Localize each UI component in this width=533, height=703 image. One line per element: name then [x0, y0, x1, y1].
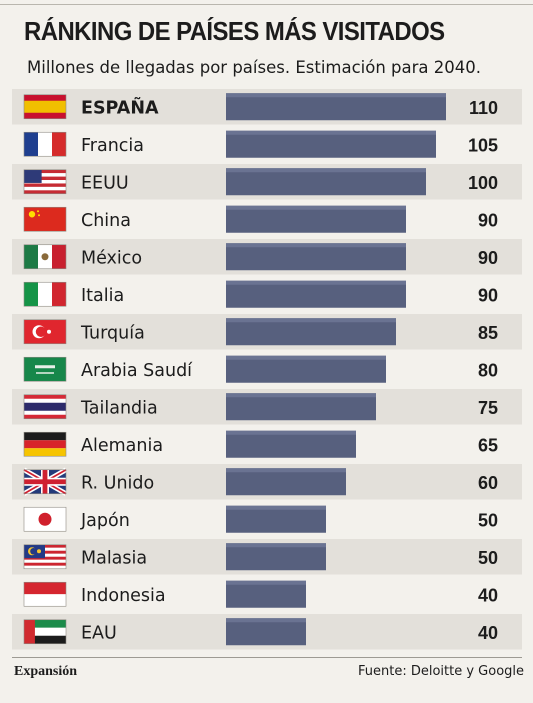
bar-highlight: [226, 130, 436, 135]
uk-flag-icon: [22, 467, 68, 496]
chart-row: ESPAÑA 110: [12, 89, 522, 125]
thailand-flag-icon: [23, 394, 67, 420]
source-note: Fuente: Deloitte y Google: [358, 664, 525, 679]
bar: [226, 168, 426, 196]
chart-row: Alemania 65: [23, 430, 498, 458]
turkey-flag-icon: [23, 319, 67, 345]
category-label: ESPAÑA: [81, 95, 159, 118]
bar: [226, 280, 406, 308]
category-label: Malasia: [81, 548, 147, 568]
bar: [226, 468, 346, 496]
bar-highlight: [226, 93, 446, 98]
italy-flag-icon: [23, 281, 67, 307]
bar-highlight: [226, 430, 356, 435]
spain-flag-icon: [23, 94, 67, 120]
chart-row: China 90: [23, 205, 498, 233]
value-label: 100: [468, 173, 498, 193]
bar-highlight: [226, 618, 306, 623]
top-rule: [0, 4, 533, 5]
chart-row: EEUU 100: [12, 164, 522, 200]
chart-row: Indonesia 40: [23, 580, 498, 608]
chart-row: Arabia Saudí 80: [23, 355, 498, 383]
bar-highlight: [226, 280, 406, 285]
category-label: Alemania: [81, 436, 163, 456]
chart-row: Italia 90: [23, 280, 498, 308]
category-label: China: [81, 211, 131, 231]
chart-row: Turquía 85: [12, 314, 522, 350]
value-label: 110: [469, 98, 498, 118]
category-label: Turquía: [80, 323, 145, 343]
footer-rule: [12, 657, 522, 658]
value-label: 90: [478, 285, 498, 305]
germany-flag-icon: [23, 431, 67, 457]
category-label: Tailandia: [80, 398, 158, 418]
bar: [226, 93, 446, 121]
bar: [226, 318, 396, 346]
bar-chart: ESPAÑA 110 Francia 105 EEUU 100 China 90 México 9…: [12, 89, 522, 650]
malaysia-flag-icon: [23, 544, 67, 570]
bar: [226, 393, 376, 421]
category-label: Francia: [81, 136, 144, 156]
chart-row: Malasia 50: [12, 539, 522, 575]
bar-highlight: [226, 355, 386, 360]
category-label: Arabia Saudí: [81, 361, 193, 381]
usa-flag-icon: [23, 169, 67, 195]
mexico-flag-icon: [23, 244, 67, 270]
uae-flag-icon: [23, 619, 67, 645]
chart-row: Tailandia 75: [12, 389, 522, 425]
publisher-brand: Expansión: [14, 664, 78, 679]
bar-highlight: [226, 543, 326, 548]
chart-row: Francia 105: [23, 130, 498, 158]
value-label: 90: [478, 210, 498, 230]
japan-flag-icon: [23, 506, 67, 532]
bar: [226, 505, 326, 533]
bar: [226, 543, 326, 571]
bar-highlight: [226, 205, 406, 210]
value-label: 40: [478, 623, 498, 643]
value-label: 50: [478, 510, 498, 530]
category-label: EAU: [81, 623, 117, 643]
chart-row: Japón 50: [23, 505, 498, 533]
category-label: EEUU: [81, 173, 129, 193]
chart-subtitle: Millones de llegadas por países. Estimac…: [27, 58, 482, 77]
category-label: Japón: [80, 511, 130, 531]
saudi-arabia-flag-icon: [23, 356, 67, 382]
bar: [226, 205, 406, 233]
chart-title: RÁNKING DE PAÍSES MÁS VISITADOS: [24, 16, 445, 46]
chart-row: R. Unido 60: [12, 464, 522, 500]
category-label: R. Unido: [81, 473, 154, 493]
value-label: 40: [478, 585, 498, 605]
france-flag-icon: [23, 131, 67, 157]
bar-highlight: [226, 468, 346, 473]
bar: [226, 130, 436, 158]
category-label: México: [81, 248, 142, 268]
value-label: 105: [468, 135, 498, 155]
indonesia-flag-icon: [23, 581, 67, 607]
value-label: 60: [478, 473, 498, 493]
bar: [226, 618, 306, 646]
china-flag-icon: [23, 206, 67, 232]
value-label: 80: [478, 360, 498, 380]
value-label: 65: [478, 435, 498, 455]
bar-highlight: [226, 243, 406, 248]
value-label: 75: [478, 398, 498, 418]
bar: [226, 355, 386, 383]
bar-highlight: [226, 505, 326, 510]
value-label: 50: [478, 548, 498, 568]
bar-highlight: [226, 318, 396, 323]
chart-row: EAU 40: [12, 614, 522, 650]
value-label: 90: [478, 248, 498, 268]
value-label: 85: [478, 323, 498, 343]
bar-highlight: [226, 168, 426, 173]
category-label: Italia: [81, 286, 124, 306]
category-label: Indonesia: [81, 586, 166, 606]
bar: [226, 243, 406, 271]
chart-row: México 90: [12, 239, 522, 275]
bar-highlight: [226, 393, 376, 398]
bar: [226, 580, 306, 608]
bar-highlight: [226, 580, 306, 585]
bar: [226, 430, 356, 458]
